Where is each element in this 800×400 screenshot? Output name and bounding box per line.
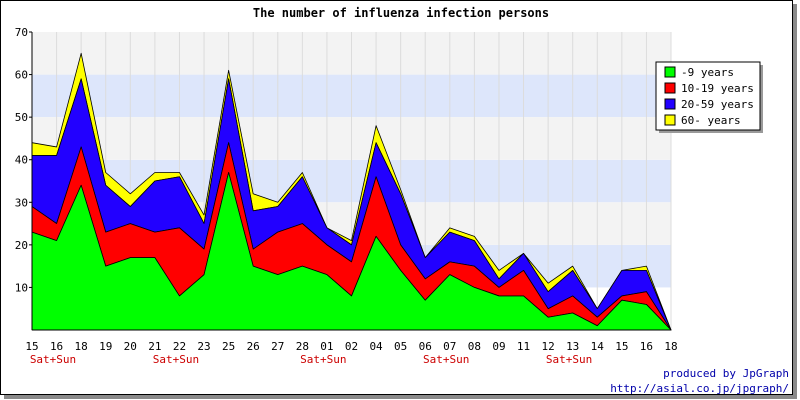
- x-tick-label: 14: [591, 340, 605, 353]
- legend-label: 20-59 years: [681, 98, 754, 111]
- weekend-label: Sat+Sun: [423, 353, 469, 366]
- weekend-label: Sat+Sun: [153, 353, 199, 366]
- y-tick-label: 20: [15, 239, 28, 252]
- x-tick-label: 28: [296, 340, 309, 353]
- y-tick-label: 10: [15, 281, 28, 294]
- x-tick-label: 06: [419, 340, 432, 353]
- x-tick-label: 18: [664, 340, 677, 353]
- x-tick-label: 01: [320, 340, 333, 353]
- credit-url[interactable]: http://asial.co.jp/jpgraph/: [610, 382, 789, 394]
- x-tick-label: 02: [345, 340, 358, 353]
- legend-swatch: [664, 66, 676, 78]
- x-tick-label: 27: [271, 340, 284, 353]
- x-tick-label: 23: [197, 340, 210, 353]
- weekend-label: Sat+Sun: [300, 353, 346, 366]
- chart-title: The number of influenza infection person…: [253, 6, 549, 20]
- x-tick-label: 09: [492, 340, 505, 353]
- x-tick-label: 13: [566, 340, 579, 353]
- x-tick-label: 16: [640, 340, 653, 353]
- y-tick-label: 50: [15, 111, 28, 124]
- x-tick-label: 15: [25, 340, 38, 353]
- influenza-chart: The number of influenza infection person…: [15, 6, 789, 394]
- x-tick-label: 04: [369, 340, 383, 353]
- legend-label: 10-19 years: [681, 82, 754, 95]
- weekend-label: Sat+Sun: [546, 353, 592, 366]
- x-tick-label: 15: [615, 340, 628, 353]
- x-tick-label: 26: [247, 340, 260, 353]
- y-tick-label: 70: [15, 26, 28, 39]
- x-tick-label: 07: [443, 340, 456, 353]
- legend: -9 years 10-19 years 20-59 years 60- years: [655, 61, 763, 133]
- y-tick-label: 60: [15, 69, 28, 82]
- legend-swatch: [664, 82, 676, 94]
- x-tick-label: 12: [541, 340, 554, 353]
- x-tick-label: 16: [50, 340, 63, 353]
- legend-swatch: [664, 98, 676, 110]
- x-tick-label: 11: [517, 340, 530, 353]
- chart-frame: The number of influenza infection person…: [0, 0, 793, 395]
- x-tick-label: 20: [124, 340, 137, 353]
- legend-swatch: [664, 114, 676, 126]
- legend-label: -9 years: [681, 66, 734, 79]
- x-tick-label: 19: [99, 340, 112, 353]
- y-tick-label: 40: [15, 154, 28, 167]
- credit-produced-by: produced by JpGraph: [663, 367, 789, 380]
- y-tick-label: 30: [15, 196, 28, 209]
- weekend-label: Sat+Sun: [30, 353, 76, 366]
- x-tick-label: 08: [468, 340, 481, 353]
- legend-label: 60- years: [681, 114, 741, 127]
- x-tick-label: 22: [173, 340, 186, 353]
- x-tick-label: 18: [75, 340, 88, 353]
- x-tick-label: 25: [222, 340, 235, 353]
- x-tick-label: 21: [148, 340, 161, 353]
- x-tick-label: 05: [394, 340, 407, 353]
